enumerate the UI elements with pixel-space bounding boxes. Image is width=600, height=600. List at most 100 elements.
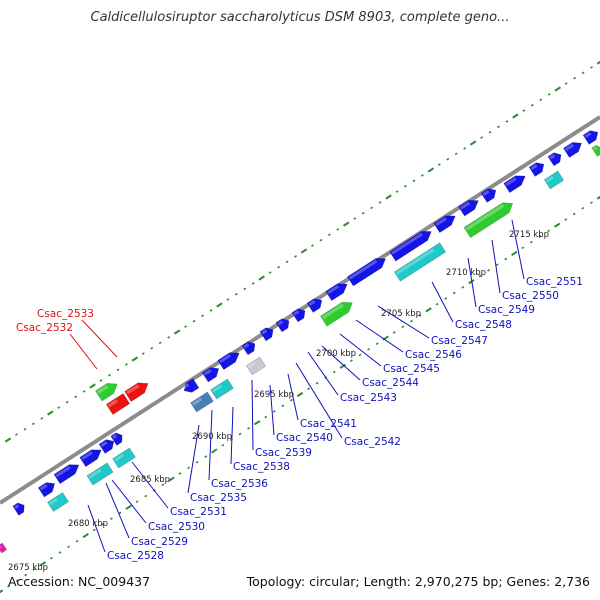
gene-label-csac-2529[interactable]: Csac_2529 — [131, 536, 188, 548]
kbp-label-2690: 2690 kbp — [192, 432, 232, 442]
reverse-gene-2[interactable] — [112, 447, 136, 469]
forward-gene-3[interactable] — [79, 445, 104, 467]
gene-label-csac-2544[interactable]: Csac_2544 — [362, 377, 419, 389]
gene-label-csac-2548[interactable]: Csac_2548 — [455, 319, 512, 331]
inner-dot-51 — [435, 302, 439, 306]
forward-gene-19[interactable] — [480, 186, 499, 203]
outer-dot-50 — [427, 167, 435, 173]
gene-label-csac-2545[interactable]: Csac_2545 — [383, 363, 440, 375]
inner-dot-44 — [375, 342, 379, 346]
forward-gene-8[interactable] — [217, 348, 242, 370]
outer-dot-54 — [463, 147, 467, 150]
accession-text: Accession: NC_009437 — [8, 574, 151, 589]
forward-gene-0[interactable] — [12, 501, 27, 516]
forward-gene-7[interactable] — [201, 364, 221, 383]
outer-dot-46 — [395, 190, 399, 193]
inner-dot-28 — [238, 432, 242, 436]
leader-blue-14 — [355, 319, 404, 353]
forward-gene-16[interactable] — [389, 227, 435, 262]
forward-gene-23[interactable] — [563, 139, 584, 158]
gene-label-csac-2551[interactable]: Csac_2551 — [526, 276, 583, 288]
inner-dot-32 — [272, 410, 276, 413]
gene-label-csac-2531[interactable]: Csac_2531 — [170, 506, 227, 518]
gene-label-csac-2540[interactable]: Csac_2540 — [276, 432, 333, 444]
forward-gene-13[interactable] — [306, 296, 325, 313]
kbp-scale-labels: 2675 kbp 2680 kbp 2685 kbp 2690 kbp 2695… — [8, 230, 549, 573]
gene-label-csac-2541[interactable]: Csac_2541 — [300, 418, 357, 430]
gene-label-csac-2536[interactable]: Csac_2536 — [211, 478, 268, 490]
outer-dot-49 — [420, 174, 424, 177]
inner-dot-22 — [187, 466, 191, 470]
green-gene-csac-2533[interactable] — [95, 379, 121, 402]
outer-dot-35 — [300, 248, 308, 254]
inner-dot-54 — [461, 285, 465, 289]
gene-labels: Csac_2533 Csac_2532 Csac_2528 Csac_2529 … — [16, 276, 583, 562]
inner-dot-66 — [564, 218, 568, 221]
outer-dot-64 — [547, 93, 551, 96]
forward-gene-24[interactable] — [582, 128, 600, 145]
outer-dot-24 — [209, 309, 213, 312]
gene-label-csac-2532[interactable]: Csac_2532 — [16, 322, 73, 334]
forward-gene-6[interactable] — [181, 378, 200, 396]
forward-gene-20[interactable] — [503, 171, 528, 193]
inner-dot-6 — [49, 556, 53, 560]
magenta-gene-edge[interactable] — [0, 542, 8, 554]
forward-gene-21[interactable] — [528, 160, 547, 177]
outer-dot-7 — [65, 400, 69, 404]
red-gene-csac-2532[interactable] — [105, 393, 131, 415]
outer-dot-61 — [522, 109, 526, 112]
inner-dot-23 — [195, 460, 199, 464]
grey-gene-csac-2537[interactable] — [245, 356, 267, 376]
forward-gene-15[interactable] — [346, 254, 388, 287]
reverse-gene-5[interactable] — [543, 170, 565, 190]
inner-dot-43 — [367, 348, 371, 351]
forward-gene-17[interactable] — [433, 211, 458, 233]
outer-dot-21 — [184, 325, 188, 328]
forward-gene-22[interactable] — [547, 150, 564, 167]
outer-dot-60 — [512, 113, 519, 119]
inner-dot-17 — [144, 494, 148, 498]
forward-gene-9[interactable] — [241, 339, 258, 356]
inner-dot-50 — [425, 307, 432, 313]
gene-label-csac-2530[interactable]: Csac_2530 — [148, 521, 205, 533]
inner-dot-67 — [572, 212, 576, 216]
green-gene-csac-2550[interactable] — [463, 198, 516, 239]
reverse-gene-0[interactable] — [47, 492, 69, 512]
outer-dot-20 — [173, 329, 181, 335]
forward-gene-11[interactable] — [275, 316, 292, 333]
forward-gene-2[interactable] — [53, 460, 82, 485]
outer-dot-63 — [539, 98, 543, 102]
forward-gene-12[interactable] — [291, 306, 308, 323]
reverse-gene-3[interactable] — [210, 378, 234, 400]
gene-label-csac-2549[interactable]: Csac_2549 — [478, 304, 535, 316]
forward-gene-4[interactable] — [98, 437, 117, 454]
gene-label-csac-2546[interactable]: Csac_2546 — [405, 349, 462, 361]
outer-dot-18 — [158, 341, 162, 345]
reverse-gene-4[interactable] — [393, 242, 447, 282]
inner-dot-46 — [392, 331, 396, 334]
forward-gene-1[interactable] — [37, 479, 57, 498]
gene-label-csac-2547[interactable]: Csac_2547 — [431, 335, 488, 347]
gene-label-csac-2543[interactable]: Csac_2543 — [340, 392, 397, 404]
reverse-gene-1[interactable] — [86, 462, 114, 486]
outer-dot-6 — [57, 406, 61, 409]
forward-gene-14[interactable] — [325, 279, 350, 301]
inner-dot-7 — [58, 551, 62, 554]
gene-label-csac-2533[interactable]: Csac_2533 — [37, 308, 94, 320]
gene-label-csac-2542[interactable]: Csac_2542 — [344, 436, 401, 448]
forward-gene-5[interactable] — [110, 431, 125, 446]
outer-dot-57 — [488, 130, 492, 134]
gene-label-csac-2535[interactable]: Csac_2535 — [190, 492, 247, 504]
inner-dot-69 — [589, 201, 593, 204]
red-gene-csac-2532b[interactable] — [124, 378, 152, 402]
gene-label-csac-2539[interactable]: Csac_2539 — [255, 447, 312, 459]
gene-label-csac-2528[interactable]: Csac_2528 — [107, 550, 164, 562]
gene-label-csac-2538[interactable]: Csac_2538 — [233, 461, 290, 473]
green-gene-csac-2543[interactable] — [320, 298, 355, 327]
forward-gene-10[interactable] — [259, 325, 276, 342]
outer-dot-42 — [361, 211, 365, 215]
steel-gene-csac-2534[interactable] — [190, 391, 214, 413]
green-gene-edge[interactable] — [591, 144, 600, 157]
gene-label-csac-2550[interactable]: Csac_2550 — [502, 290, 559, 302]
forward-gene-18[interactable] — [458, 196, 482, 217]
